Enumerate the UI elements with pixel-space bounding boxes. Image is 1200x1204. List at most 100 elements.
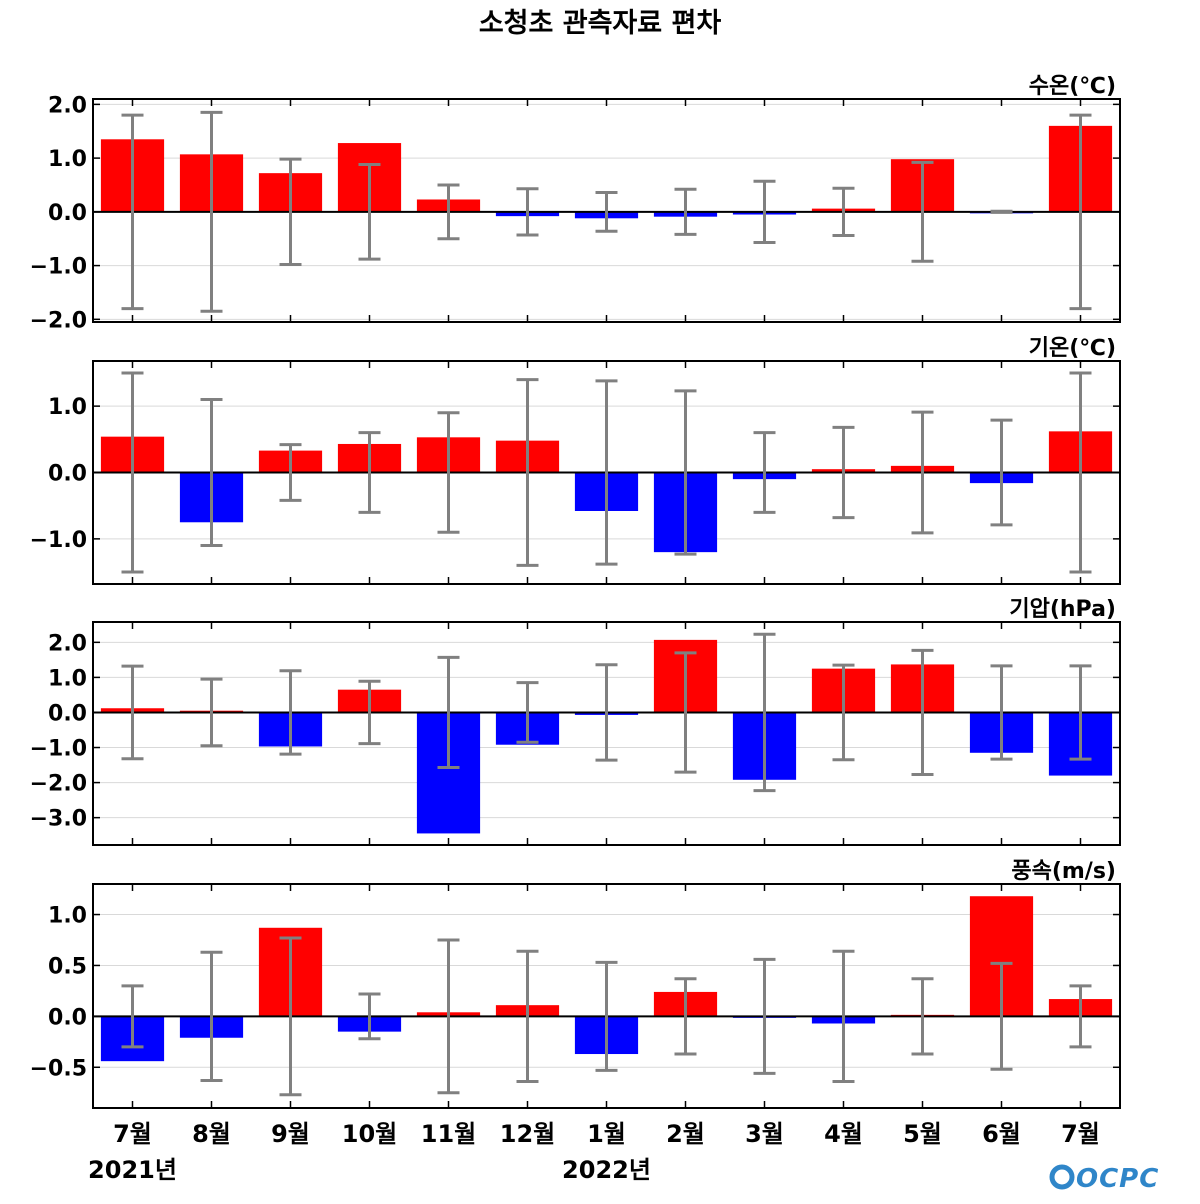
y-tick-label: 1.0 (48, 147, 87, 172)
x-tick-label: 7월 (1061, 1120, 1100, 1148)
panel-4: 1.0 0.5 0.0 −0.5 풍속(m/s) (30, 859, 1121, 1109)
error-bar-1-2 (200, 110, 223, 313)
y-tick-label: −0.5 (30, 1056, 87, 1081)
x-tick-label: 7월 (113, 1120, 152, 1148)
x-tick-label: 3월 (745, 1120, 784, 1148)
error-bar-4-8 (674, 977, 697, 1056)
chart-title: 소청초 관측자료 편차 (479, 8, 722, 39)
unit-label: 기온(℃) (1029, 336, 1116, 361)
x-tick-label: 9월 (271, 1120, 310, 1148)
x-tick-label: 2월 (666, 1120, 705, 1148)
plot-frame (92, 360, 1121, 585)
error-bar-2-8 (674, 389, 697, 556)
error-bar-2-2 (200, 397, 223, 548)
error-bar-2-13 (1069, 371, 1092, 574)
error-bar-1-8 (674, 187, 697, 236)
error-bar-3-5 (437, 655, 460, 770)
y-tick-label: −3.0 (30, 807, 87, 832)
plot-frame (92, 883, 1121, 1109)
chart-panels: 2.0 1.0 0.0 −1.0 −2.0 수온(℃) 1.0 0.0 −1.0 기온(℃) 2.0… (30, 74, 1121, 1109)
plot-frame (92, 98, 1121, 323)
y-tick-label: −1.0 (30, 528, 87, 553)
logo-text: OCPC (1076, 1164, 1159, 1194)
error-bar-3-1 (121, 664, 144, 761)
x-tick-label: 10월 (342, 1120, 397, 1148)
y-tick-label: 0.0 (48, 701, 87, 726)
error-bar-3-13 (1069, 664, 1092, 761)
error-bar-3-3 (279, 669, 302, 756)
panel-3: 2.0 1.0 0.0 −1.0 −2.0 −3.0 기압(hPa) (30, 597, 1121, 846)
error-bar-2-9 (753, 431, 776, 514)
error-bar-1-3 (279, 157, 302, 267)
error-bar-3-11 (911, 648, 934, 777)
error-bar-1-11 (911, 160, 934, 263)
x-tick-label: 4월 (824, 1120, 863, 1148)
error-bar-2-10 (832, 425, 855, 520)
error-bar-3-8 (674, 651, 697, 774)
error-bar-1-9 (753, 179, 776, 244)
error-bar-4-6 (516, 949, 539, 1084)
error-bar-4-10 (832, 949, 855, 1084)
error-bar-1-13 (1069, 113, 1092, 311)
y-tick-label: 0.0 (48, 1005, 87, 1030)
y-tick-label: 1.0 (48, 395, 87, 420)
year-label: 2021년 (88, 1156, 177, 1184)
x-tick-label: 11월 (421, 1120, 476, 1148)
x-tick-label: 8월 (192, 1120, 231, 1148)
y-tick-label: 1.0 (48, 904, 87, 929)
unit-label: 기압(hPa) (1009, 597, 1116, 622)
error-bar-4-2 (200, 950, 223, 1083)
error-bar-4-11 (911, 977, 934, 1056)
error-bar-3-7 (595, 663, 618, 762)
panel-1: 2.0 1.0 0.0 −1.0 −2.0 수온(℃) (30, 74, 1121, 333)
y-tick-label: 1.0 (48, 666, 87, 691)
error-bar-2-11 (911, 410, 934, 535)
error-bar-2-6 (516, 378, 539, 567)
error-bar-2-1 (121, 371, 144, 574)
x-axis-labels: 7월 8월 9월 10월 11월 12월 1월 2월 3월 4월 5월 6월 7월 2021년 2022년 (88, 1120, 1100, 1184)
error-bar-3-2 (200, 677, 223, 748)
error-bar-4-9 (753, 957, 776, 1075)
error-bar-1-6 (516, 187, 539, 237)
panel-2: 1.0 0.0 −1.0 기온(℃) (30, 336, 1121, 585)
y-tick-label: −1.0 (30, 737, 87, 762)
x-tick-label: 12월 (500, 1120, 555, 1148)
y-tick-label: 0.0 (48, 462, 87, 487)
error-bar-4-1 (121, 984, 144, 1049)
x-tick-label: 6월 (982, 1120, 1021, 1148)
error-bar-3-4 (358, 679, 381, 746)
error-bar-1-1 (121, 113, 144, 311)
error-bar-1-7 (595, 190, 618, 233)
error-bar-4-4 (358, 992, 381, 1041)
error-bar-1-12 (990, 209, 1013, 214)
error-bar-3-9 (753, 632, 776, 793)
ocpc-logo: OCPC (1049, 1164, 1159, 1194)
x-tick-label: 5월 (903, 1120, 942, 1148)
error-bar-4-7 (595, 960, 618, 1072)
y-tick-label: 0.0 (48, 201, 87, 226)
error-bar-1-4 (358, 163, 381, 261)
x-tick-label: 1월 (587, 1120, 626, 1148)
plot-frame (92, 621, 1121, 846)
error-bar-3-10 (832, 663, 855, 762)
error-bar-4-13 (1069, 984, 1092, 1049)
error-bar-1-5 (437, 183, 460, 241)
y-tick-label: 2.0 (48, 93, 87, 118)
unit-label: 풍속(m/s) (1011, 859, 1116, 884)
y-tick-label: −2.0 (30, 772, 87, 797)
error-bar-2-4 (358, 431, 381, 514)
error-bar-4-3 (279, 936, 302, 1097)
error-bar-3-6 (516, 681, 539, 744)
error-bar-2-3 (279, 443, 302, 502)
y-tick-label: −2.0 (30, 308, 87, 333)
y-tick-label: 2.0 (48, 631, 87, 656)
unit-label: 수온(℃) (1029, 74, 1116, 99)
y-tick-label: 0.5 (48, 954, 87, 979)
error-bar-4-12 (990, 961, 1013, 1071)
y-tick-label: −1.0 (30, 255, 87, 280)
error-bar-2-5 (437, 411, 460, 534)
logo-mark-icon (1049, 1164, 1075, 1190)
year-label: 2022년 (562, 1156, 651, 1184)
